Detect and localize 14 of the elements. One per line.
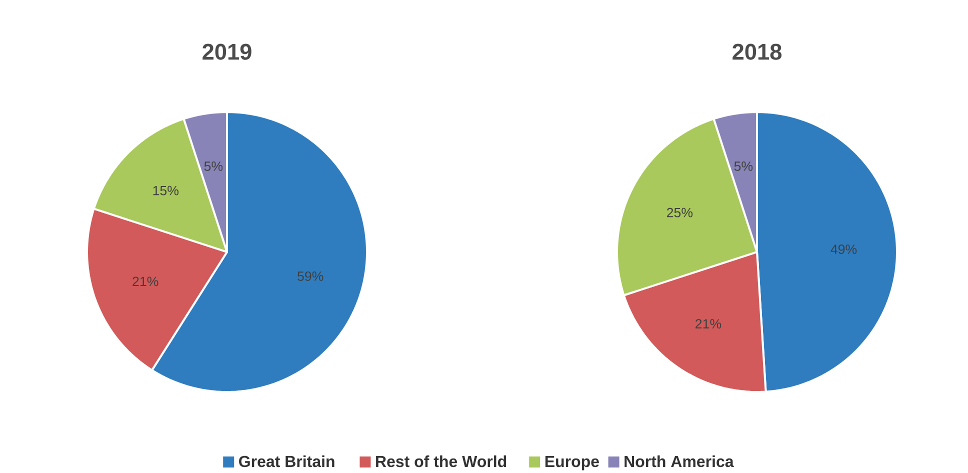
legend-label: North America — [624, 455, 734, 468]
chart-title: 2018 — [732, 44, 782, 60]
legend-label: Europe — [545, 456, 599, 470]
data-label: 49% — [830, 244, 857, 254]
data-label: 59% — [298, 271, 324, 281]
data-label: 5% — [204, 162, 223, 171]
legend-label: Rest of the World — [376, 455, 506, 468]
legend-label: Great Britain — [239, 455, 334, 468]
data-label: 21% — [696, 319, 722, 328]
data-label: 21% — [132, 276, 158, 286]
chart-title: 2019 — [202, 44, 252, 60]
data-label: 25% — [666, 208, 693, 218]
data-label: 15% — [153, 186, 179, 196]
data-label: 5% — [734, 162, 753, 171]
